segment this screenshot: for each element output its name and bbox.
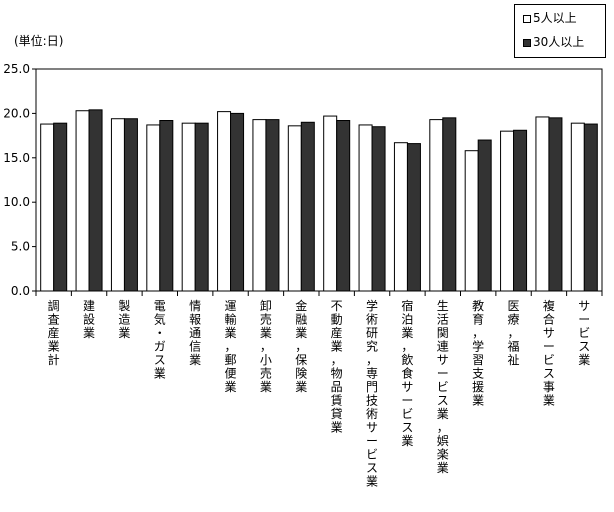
- bar-5-plus: [570, 122, 585, 292]
- legend-item-5-plus: 5人以上: [523, 11, 577, 25]
- y-tick-label: 15.0: [3, 151, 30, 165]
- bar-5-plus: [500, 130, 515, 292]
- bar-30-plus: [300, 121, 315, 292]
- bar-30-plus: [336, 120, 351, 292]
- x-category-label: 電気・ガス業: [154, 299, 166, 381]
- bar-5-plus: [40, 123, 55, 292]
- legend-label-5-plus: 5人以上: [533, 11, 577, 25]
- legend-swatch-5-plus: [523, 15, 531, 23]
- bar-30-plus: [194, 122, 209, 292]
- bar-5-plus: [146, 124, 161, 292]
- legend: 5人以上 30人以上: [514, 4, 606, 58]
- x-category-label: サービス業: [578, 299, 590, 367]
- bar-30-plus: [442, 117, 457, 292]
- x-category-label: 教育，学習支援業: [472, 298, 484, 408]
- bar-30-plus: [230, 112, 245, 292]
- x-category-label: 情報通信業: [189, 299, 201, 367]
- bar-30-plus: [265, 119, 280, 292]
- unit-label: (単位:日): [14, 34, 64, 48]
- y-tick-label: 10.0: [3, 195, 30, 209]
- x-category-label: 医療，福祉: [508, 299, 520, 367]
- bar-30-plus: [583, 123, 598, 292]
- y-tick-label: 25.0: [3, 62, 30, 76]
- bar-30-plus: [371, 126, 386, 292]
- bar-5-plus: [217, 111, 232, 292]
- legend-item-30-plus: 30人以上: [523, 35, 584, 49]
- y-tick-label: 20.0: [3, 106, 30, 120]
- bar-30-plus: [477, 139, 492, 292]
- x-category-label: 調査産業計: [48, 299, 60, 367]
- x-category-label: 複合サービス事業: [543, 298, 555, 408]
- bar-5-plus: [393, 142, 408, 292]
- bar-30-plus: [406, 143, 421, 292]
- bar-5-plus: [181, 122, 196, 292]
- bar-5-plus: [323, 115, 338, 292]
- x-category-label: 金融業，保険業: [295, 298, 307, 394]
- bar-5-plus: [287, 125, 302, 292]
- y-tick-label: 0.0: [11, 284, 30, 298]
- bar-30-plus: [123, 118, 138, 292]
- x-category-label: 学術研究，専門技術サービス業: [366, 298, 378, 489]
- legend-label-30-plus: 30人以上: [533, 35, 585, 49]
- x-category-label: 卸売業，小売業: [260, 298, 272, 394]
- x-category-label: 運輸業，郵便業: [225, 299, 237, 394]
- y-tick-label: 5.0: [11, 240, 30, 254]
- bar-30-plus: [53, 122, 68, 292]
- bar-5-plus: [75, 110, 90, 292]
- bar-30-plus: [513, 129, 528, 292]
- bar-5-plus: [535, 116, 550, 292]
- bar-5-plus: [429, 119, 444, 292]
- x-category-label: 製造業: [118, 299, 130, 340]
- bar-5-plus: [358, 124, 373, 292]
- bar-30-plus: [159, 120, 174, 292]
- bar-5-plus: [252, 119, 267, 292]
- x-category-label: 生活関連サービス業，娯楽業: [437, 299, 449, 475]
- x-category-label: 不動産業，物品賃貸業: [331, 299, 343, 435]
- legend-swatch-30-plus: [523, 39, 531, 47]
- bar-30-plus: [548, 117, 563, 292]
- bar-5-plus: [464, 150, 479, 292]
- bar-30-plus: [88, 109, 103, 292]
- x-category-label: 宿泊業，飲食サービス業: [401, 298, 413, 448]
- x-category-label: 建設業: [83, 299, 95, 340]
- bar-5-plus: [110, 118, 125, 292]
